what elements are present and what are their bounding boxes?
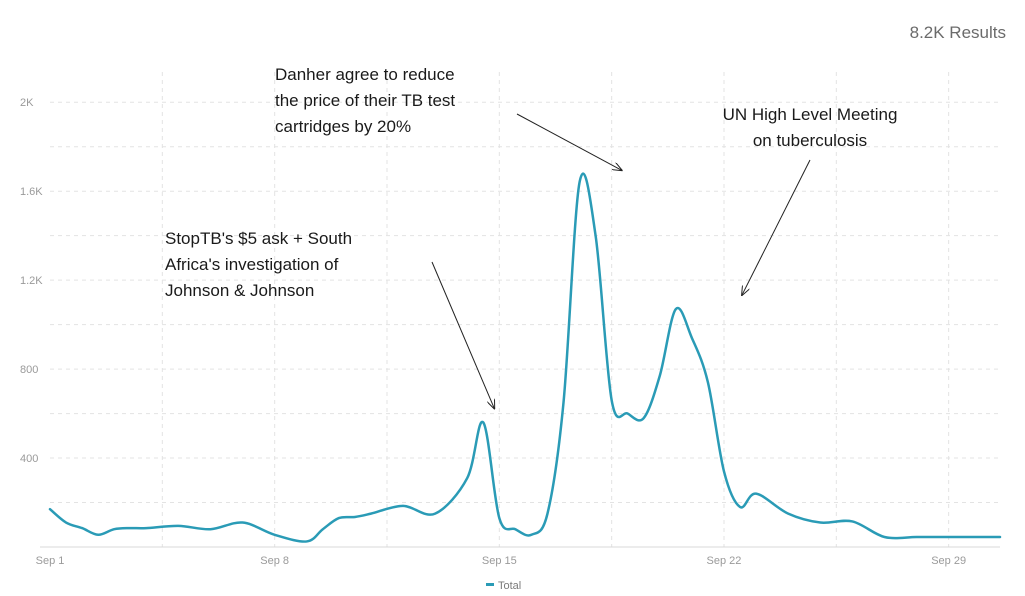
annotation-text: Johnson & Johnson (165, 281, 314, 300)
results-count: 8.2K Results (910, 23, 1006, 42)
axes: 400 800 1.2K 1.6K 2K Sep 1 Sep 8 Sep 15 Sep 22 Se… (20, 97, 1000, 567)
annotation-text: the price of their TB test (275, 91, 455, 110)
x-tick-label: Sep 22 (707, 555, 742, 567)
legend-swatch (486, 583, 494, 586)
legend: Total (486, 580, 521, 592)
y-tick-label: 400 (20, 453, 38, 465)
annotations: StopTB's $5 ask + South Africa's investig… (165, 65, 897, 408)
y-tick-label: 2K (20, 97, 34, 109)
x-tick-label: Sep 1 (36, 555, 65, 567)
annotation-text: on tuberculosis (753, 131, 867, 150)
x-tick-label: Sep 8 (260, 555, 289, 567)
y-tick-label: 1.6K (20, 186, 43, 198)
series-lines (48, 172, 1002, 543)
annotation-arrow (431, 261, 494, 408)
x-tick-label: Sep 15 (482, 555, 517, 567)
x-tick-label: Sep 29 (931, 555, 966, 567)
y-tick-label: 1.2K (20, 275, 43, 287)
annotation-text: Danher agree to reduce (275, 65, 455, 84)
y-tick-label: 800 (20, 364, 38, 376)
annotation-text: cartridges by 20% (275, 117, 411, 136)
annotation-text: UN High Level Meeting (723, 105, 898, 124)
annotation-text: Africa's investigation of (165, 255, 339, 274)
series-line-total (48, 172, 1002, 543)
annotation-arrow (742, 159, 811, 295)
annotation-arrow (516, 113, 622, 170)
annotation-text: StopTB's $5 ask + South (165, 229, 352, 248)
legend-label: Total (498, 580, 521, 591)
